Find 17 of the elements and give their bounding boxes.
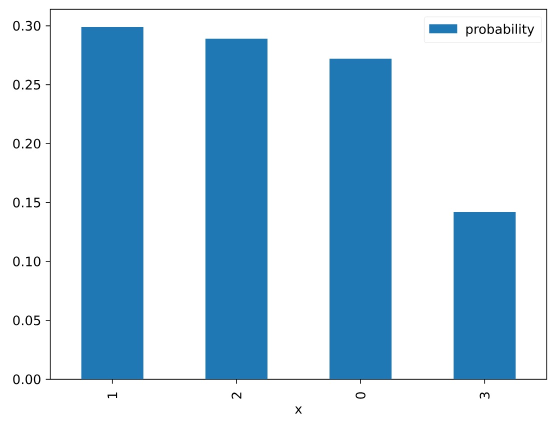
- legend-label: probability: [466, 24, 534, 36]
- x-axis-title: x: [295, 406, 302, 414]
- bar: [330, 58, 392, 380]
- x-tick-label: 2: [232, 392, 242, 399]
- bar: [81, 26, 144, 380]
- y-tick-label: 0.10: [13, 256, 40, 266]
- y-tick-label: 0.00: [13, 374, 40, 384]
- y-tick-label: 0.20: [13, 138, 40, 149]
- bar: [205, 38, 268, 380]
- x-tick-label: 1: [108, 392, 118, 398]
- bar: [454, 212, 516, 380]
- x-tick-label: 3: [480, 392, 490, 399]
- y-tick-label: 0.30: [13, 20, 40, 31]
- x-tick-label: 0: [356, 392, 366, 399]
- y-tick-label: 0.15: [13, 198, 40, 208]
- y-tick-label: 0.05: [13, 315, 40, 326]
- y-tick-label: 0.25: [13, 80, 40, 90]
